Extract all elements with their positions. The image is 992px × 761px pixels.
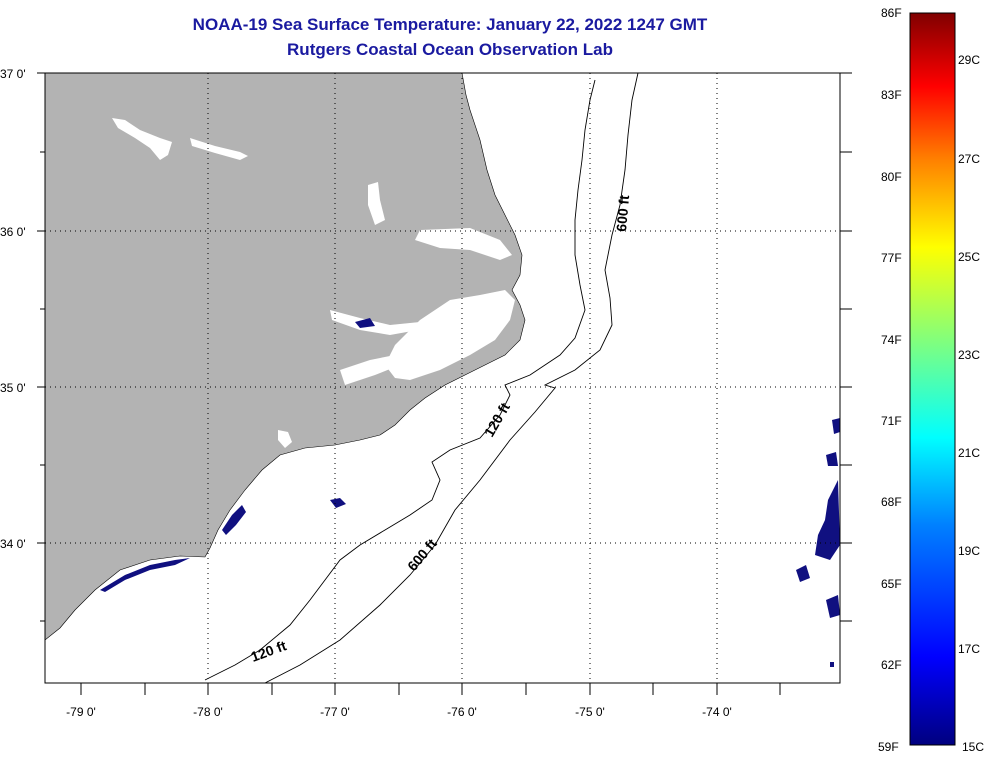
lon-label-76: -76 0' [447,705,477,719]
lat-label-37: 37 0' [0,67,26,81]
colorbar-label-19c: 19C [958,544,981,558]
colorbar-label-68f: 68F [881,495,902,509]
cold-water-patch-east-6 [830,662,834,667]
chowan-river [112,118,172,160]
colorbar-label-59f: 59F [878,740,899,754]
colorbar-label-25c: 25C [958,250,981,264]
roanoke-river [190,138,248,160]
lon-label-77: -77 0' [320,705,350,719]
colorbar-label-77f: 77F [881,251,902,265]
currituck-sound [368,182,385,225]
lat-label-35: 35 0' [0,381,26,395]
lat-label-36: 36 0' [0,225,26,239]
land-mass [44,72,526,641]
cold-water-patch-east-4 [832,418,840,434]
contour-label-600ft-upper: 600 ft [613,194,632,232]
colorbar-label-17c: 17C [958,642,981,656]
tick-marks [37,72,852,695]
cold-water-patch-offshore-small [330,498,346,508]
contour-600ft [264,72,639,684]
cold-water-patch-east-5 [826,452,838,466]
pamlico-river [330,310,420,335]
colorbar-label-15c: 15C [962,740,985,754]
pamlico-sound [385,290,515,380]
lon-label-78: -78 0' [193,705,223,719]
colorbar-label-83f: 83F [881,88,902,102]
lon-label-79: -79 0' [66,705,96,719]
colorbar-label-80f: 80F [881,170,902,184]
colorbar-label-86f: 86F [881,6,902,20]
colorbar-label-23c: 23C [958,348,981,362]
colorbar-label-71f: 71F [881,414,902,428]
lon-label-75: -75 0' [575,705,605,719]
colorbar-label-62f: 62F [881,658,902,672]
cold-water-patch-east-3 [826,595,840,618]
colorbar-label-21c: 21C [958,446,981,460]
contour-label-600ft-lower: 600 ft [404,535,440,574]
cold-water-patch-wrightsville [222,505,246,535]
colorbar-label-65f: 65F [881,577,902,591]
colorbar-label-27c: 27C [958,152,981,166]
neuse-river [340,355,400,385]
lon-label-74: -74 0' [702,705,732,719]
contour-label-120ft-upper: 120 ft [481,400,513,440]
contour-120ft [204,79,596,681]
map-frame [44,72,841,684]
colorbar-label-74f: 74F [881,333,902,347]
cold-water-patch-east-1 [815,480,840,560]
cape-fear-estuary [278,430,292,448]
albemarle-sound [415,228,512,260]
cold-water-patch-southport [100,558,190,592]
map-title-line1: NOAA-19 Sea Surface Temperature: January… [192,15,708,34]
lat-label-34: 34 0' [0,537,26,551]
cold-water-patch-east-2 [796,565,810,582]
contour-label-120ft-lower: 120 ft [249,637,289,665]
graticule [45,73,840,683]
cold-water-patch-sound [355,318,375,328]
colorbar [909,12,956,746]
colorbar-label-29c: 29C [958,53,981,67]
map-title-line2: Rutgers Coastal Ocean Observation Lab [287,40,613,59]
